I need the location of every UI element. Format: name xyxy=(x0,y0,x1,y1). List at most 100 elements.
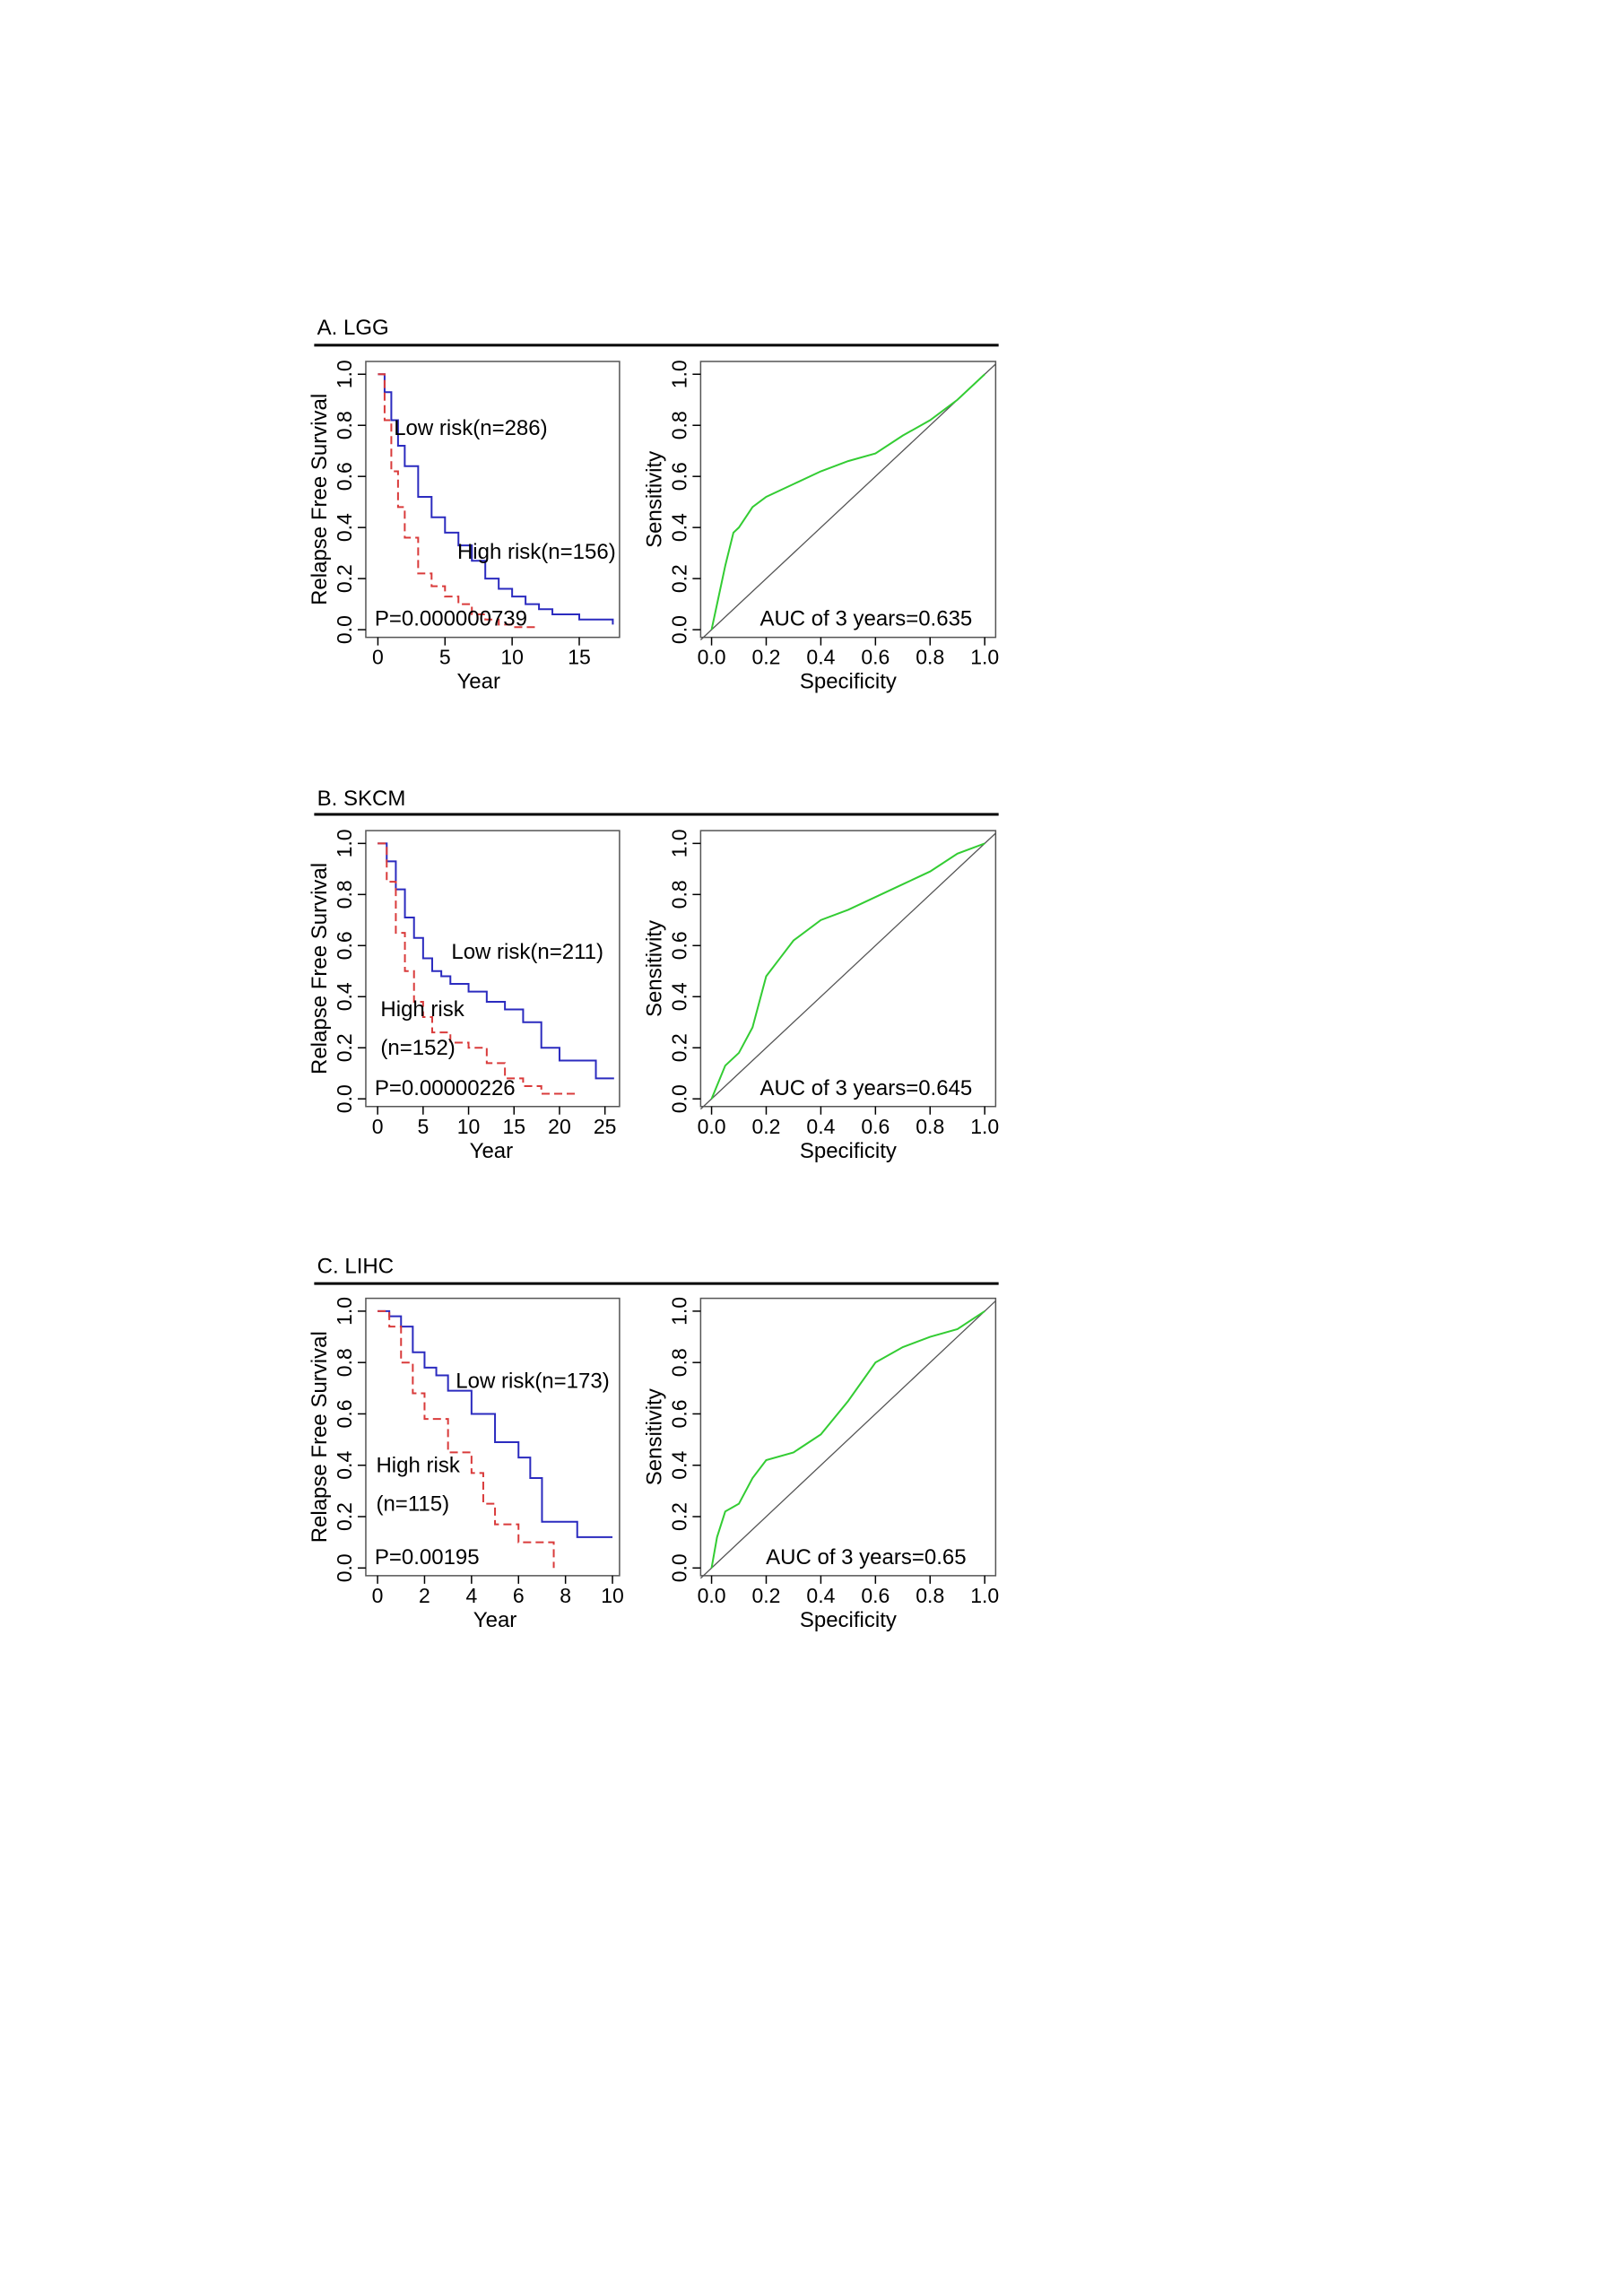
x-tick-label: 10 xyxy=(457,1115,481,1138)
y-tick-label: 0.6 xyxy=(333,1399,356,1428)
x-tick-label: 1.0 xyxy=(970,646,999,669)
series-label: High risk xyxy=(376,1453,460,1477)
y-axis-title: Sensitivity xyxy=(642,920,666,1017)
y-tick-label: 0.8 xyxy=(333,1348,356,1377)
x-tick-label: 4 xyxy=(465,1584,477,1607)
survival-curve xyxy=(378,1309,555,1569)
x-tick-label: 1.0 xyxy=(970,1115,999,1138)
panel-heading: A. LGG xyxy=(317,316,389,340)
plot-box xyxy=(699,1297,997,1577)
auc-label: AUC of 3 years=0.635 xyxy=(759,607,972,631)
roc-curve xyxy=(710,1310,985,1569)
y-axis-title: Relapse Free Survival xyxy=(308,863,332,1074)
series-label: (n=152) xyxy=(380,1036,455,1060)
y-tick-label: 0.0 xyxy=(333,615,356,644)
y-tick-label: 0.2 xyxy=(667,564,690,593)
x-tick-label: 0 xyxy=(372,646,384,669)
x-tick-label: 8 xyxy=(560,1584,571,1607)
x-axis-title: Specificity xyxy=(800,670,897,694)
x-axis-title: Year xyxy=(456,670,500,694)
auc-label: AUC of 3 years=0.645 xyxy=(759,1076,972,1100)
y-tick-label: 0.8 xyxy=(667,1348,690,1377)
series-label: Low risk(n=286) xyxy=(394,416,547,440)
series-label: High risk xyxy=(380,997,464,1022)
x-tick-label: 6 xyxy=(513,1584,525,1607)
panel-heading: C. LIHC xyxy=(317,1254,394,1278)
p-value: P=0.00000226 xyxy=(375,1076,516,1100)
y-tick-label: 0.4 xyxy=(333,513,356,542)
plot-box xyxy=(365,361,621,639)
reference-diagonal xyxy=(699,832,996,1110)
y-tick-label: 0.8 xyxy=(333,411,356,439)
y-tick-label: 0.2 xyxy=(333,1502,356,1531)
panel-heading: B. SKCM xyxy=(317,787,406,811)
x-tick-label: 15 xyxy=(568,646,591,669)
x-tick-label: 0.8 xyxy=(916,1115,944,1138)
x-tick-label: 2 xyxy=(419,1584,430,1607)
x-tick-label: 0.2 xyxy=(751,646,780,669)
x-tick-label: 5 xyxy=(439,646,451,669)
x-tick-label: 25 xyxy=(594,1115,617,1138)
y-tick-label: 1.0 xyxy=(333,360,356,388)
roc-curve xyxy=(710,373,985,631)
x-tick-label: 0.8 xyxy=(916,1584,944,1607)
survival-curve xyxy=(378,1309,613,1538)
y-tick-label: 0.6 xyxy=(667,931,690,960)
x-tick-label: 10 xyxy=(601,1584,624,1607)
y-axis-title: Sensitivity xyxy=(642,1388,666,1485)
y-tick-label: 1.0 xyxy=(667,360,690,388)
plot-box xyxy=(365,830,621,1108)
y-tick-label: 0.0 xyxy=(667,615,690,644)
p-value: P=0.00195 xyxy=(375,1545,480,1570)
x-tick-label: 0 xyxy=(372,1115,384,1138)
x-tick-label: 1.0 xyxy=(970,1584,999,1607)
y-tick-label: 0.2 xyxy=(667,1502,690,1531)
y-tick-label: 0.6 xyxy=(333,931,356,960)
reference-diagonal xyxy=(699,1300,996,1579)
x-tick-label: 0.6 xyxy=(861,1115,890,1138)
x-tick-label: 0.0 xyxy=(698,1115,726,1138)
series-label: (n=115) xyxy=(376,1492,449,1516)
y-tick-label: 1.0 xyxy=(667,1297,690,1326)
survival-curve xyxy=(378,373,614,625)
x-axis-title: Year xyxy=(473,1608,517,1632)
y-tick-label: 1.0 xyxy=(333,829,356,857)
y-axis-title: Relapse Free Survival xyxy=(308,1331,332,1543)
x-tick-label: 0.8 xyxy=(916,646,944,669)
plot-box xyxy=(699,830,997,1108)
plot-box xyxy=(365,1297,621,1577)
y-tick-label: 0.8 xyxy=(667,411,690,439)
y-tick-label: 0.4 xyxy=(667,1451,690,1480)
plot-box xyxy=(699,361,997,639)
x-tick-label: 0.6 xyxy=(861,1584,890,1607)
y-tick-label: 0.4 xyxy=(667,982,690,1011)
y-tick-label: 0.4 xyxy=(333,1451,356,1480)
y-tick-label: 0.6 xyxy=(667,462,690,491)
y-axis-title: Relapse Free Survival xyxy=(308,394,332,605)
y-tick-label: 0.0 xyxy=(333,1084,356,1113)
x-tick-label: 20 xyxy=(548,1115,571,1138)
x-tick-label: 0.0 xyxy=(698,1584,726,1607)
p-value: P=0.000000739 xyxy=(375,607,527,631)
y-tick-label: 0.4 xyxy=(667,513,690,542)
y-tick-label: 1.0 xyxy=(333,1297,356,1326)
series-label: High risk(n=156) xyxy=(457,540,616,564)
x-tick-label: 5 xyxy=(417,1115,429,1138)
y-tick-label: 0.6 xyxy=(667,1399,690,1428)
reference-diagonal xyxy=(699,363,996,640)
x-tick-label: 0.2 xyxy=(751,1584,780,1607)
x-tick-label: 15 xyxy=(502,1115,525,1138)
y-tick-label: 0.6 xyxy=(333,462,356,491)
x-axis-title: Specificity xyxy=(800,1608,897,1632)
y-tick-label: 0.8 xyxy=(667,880,690,909)
y-axis-title: Sensitivity xyxy=(642,451,666,548)
x-tick-label: 0.4 xyxy=(806,1115,835,1138)
y-tick-label: 0.2 xyxy=(333,564,356,593)
x-tick-label: 0 xyxy=(372,1584,384,1607)
y-tick-label: 0.8 xyxy=(333,880,356,909)
y-tick-label: 0.0 xyxy=(667,1553,690,1582)
x-tick-label: 0.4 xyxy=(806,1584,835,1607)
series-label: Low risk(n=173) xyxy=(456,1370,609,1394)
